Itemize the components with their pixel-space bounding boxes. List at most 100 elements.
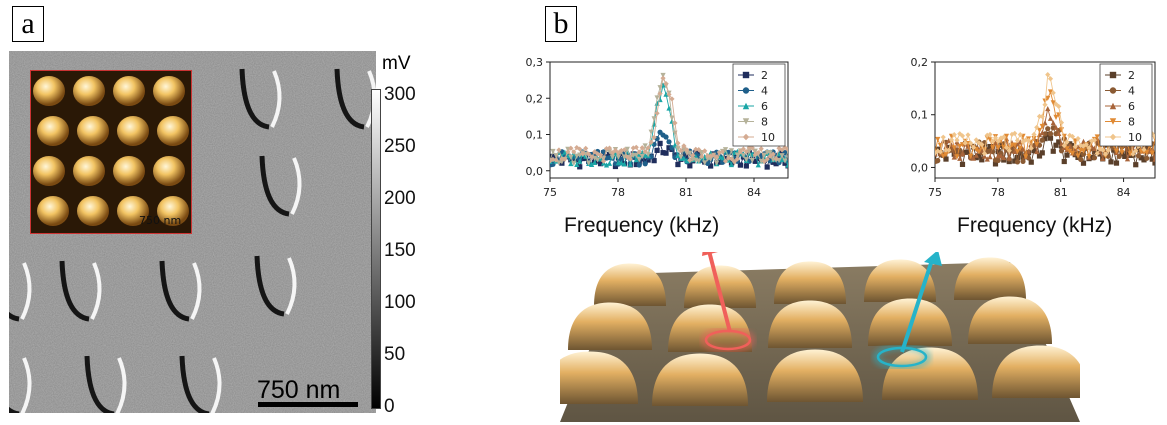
data-point [987, 154, 993, 160]
data-point [1047, 76, 1054, 82]
colorbar-tick: 100 [384, 292, 416, 313]
data-point [728, 161, 735, 168]
data-point [943, 156, 949, 162]
nanodisk [113, 156, 145, 186]
nanodisk-peak [668, 304, 752, 352]
data-point [995, 148, 1001, 155]
ring-arc [285, 257, 297, 315]
data-point [965, 143, 971, 149]
data-point [968, 153, 974, 160]
data-point [621, 154, 627, 160]
data-point [782, 144, 788, 151]
data-point [651, 116, 657, 122]
data-point [740, 146, 746, 152]
surface-illustration [560, 252, 1080, 422]
data-point [992, 161, 999, 167]
data-point [657, 140, 663, 146]
data-point [779, 150, 785, 156]
legend-label: 10 [1128, 131, 1142, 144]
data-point [968, 140, 974, 146]
nanodisk-peak [560, 351, 638, 404]
moment-arrow-red [707, 252, 732, 333]
data-point [633, 152, 639, 158]
data-point [1012, 158, 1018, 164]
data-point [946, 144, 952, 151]
data-point [642, 149, 648, 155]
data-point [633, 157, 639, 163]
nanodisk [37, 116, 69, 146]
nanodisk-peak [767, 349, 863, 402]
data-point [1149, 150, 1155, 156]
data-point [1061, 158, 1067, 165]
data-point [1135, 146, 1142, 153]
data-point [782, 158, 788, 164]
data-point [1053, 142, 1059, 148]
nanodisk-peak [954, 257, 1026, 300]
data-point [1047, 89, 1054, 95]
data-point [979, 157, 985, 163]
data-point [636, 157, 642, 163]
data-point [1017, 145, 1023, 152]
data-point [618, 156, 624, 162]
data-point [612, 147, 619, 154]
data-point [636, 162, 642, 168]
data-point [773, 155, 779, 162]
data-point [962, 140, 968, 146]
data-point [1012, 148, 1018, 154]
data-point [722, 147, 729, 153]
nanodisk [117, 116, 149, 146]
nanodisk [157, 196, 189, 226]
data-point [995, 157, 1001, 164]
data-point [1141, 157, 1147, 163]
data-point [1039, 150, 1045, 156]
data-point [651, 134, 657, 140]
data-point [946, 147, 952, 153]
data-point [951, 151, 957, 157]
data-point [618, 160, 624, 166]
data-point [981, 150, 988, 157]
nanodisk [37, 196, 69, 226]
data-point [940, 153, 946, 159]
data-point [654, 147, 660, 153]
data-point [571, 149, 577, 155]
data-point [954, 137, 960, 143]
legend-label: 8 [761, 116, 768, 129]
panel-label-a: a [12, 6, 44, 42]
data-point [995, 138, 1001, 144]
data-point [571, 160, 577, 167]
data-point [1072, 138, 1078, 144]
x-tick-label: 75 [543, 186, 557, 199]
data-point [1028, 159, 1034, 165]
data-point [1045, 105, 1051, 112]
data-point [1036, 127, 1043, 134]
data-point [615, 150, 622, 156]
data-point [675, 152, 681, 158]
legend-label: 4 [1128, 85, 1135, 98]
data-point [666, 139, 672, 145]
data-point [1039, 123, 1045, 130]
data-point [645, 152, 651, 158]
data-point [586, 160, 592, 166]
ring-arc [254, 255, 285, 317]
data-point [550, 153, 556, 159]
data-point [981, 153, 988, 159]
data-point [1080, 160, 1087, 166]
data-point [621, 147, 627, 153]
data-point [574, 161, 580, 168]
data-point [1056, 130, 1062, 136]
data-point [987, 131, 993, 138]
data-point [687, 150, 693, 156]
data-point [663, 150, 669, 156]
data-point [719, 155, 726, 161]
data-point [973, 137, 979, 143]
data-point [957, 143, 963, 149]
data-point [979, 141, 985, 148]
data-point [642, 143, 648, 149]
data-point [1023, 154, 1029, 160]
x-tick-label: 81 [1054, 186, 1068, 199]
inset-scale-label: 750 nm [139, 214, 181, 227]
data-point [600, 149, 607, 155]
data-point [1003, 144, 1010, 151]
data-point [990, 145, 996, 151]
nanodisk-peak [774, 261, 846, 304]
